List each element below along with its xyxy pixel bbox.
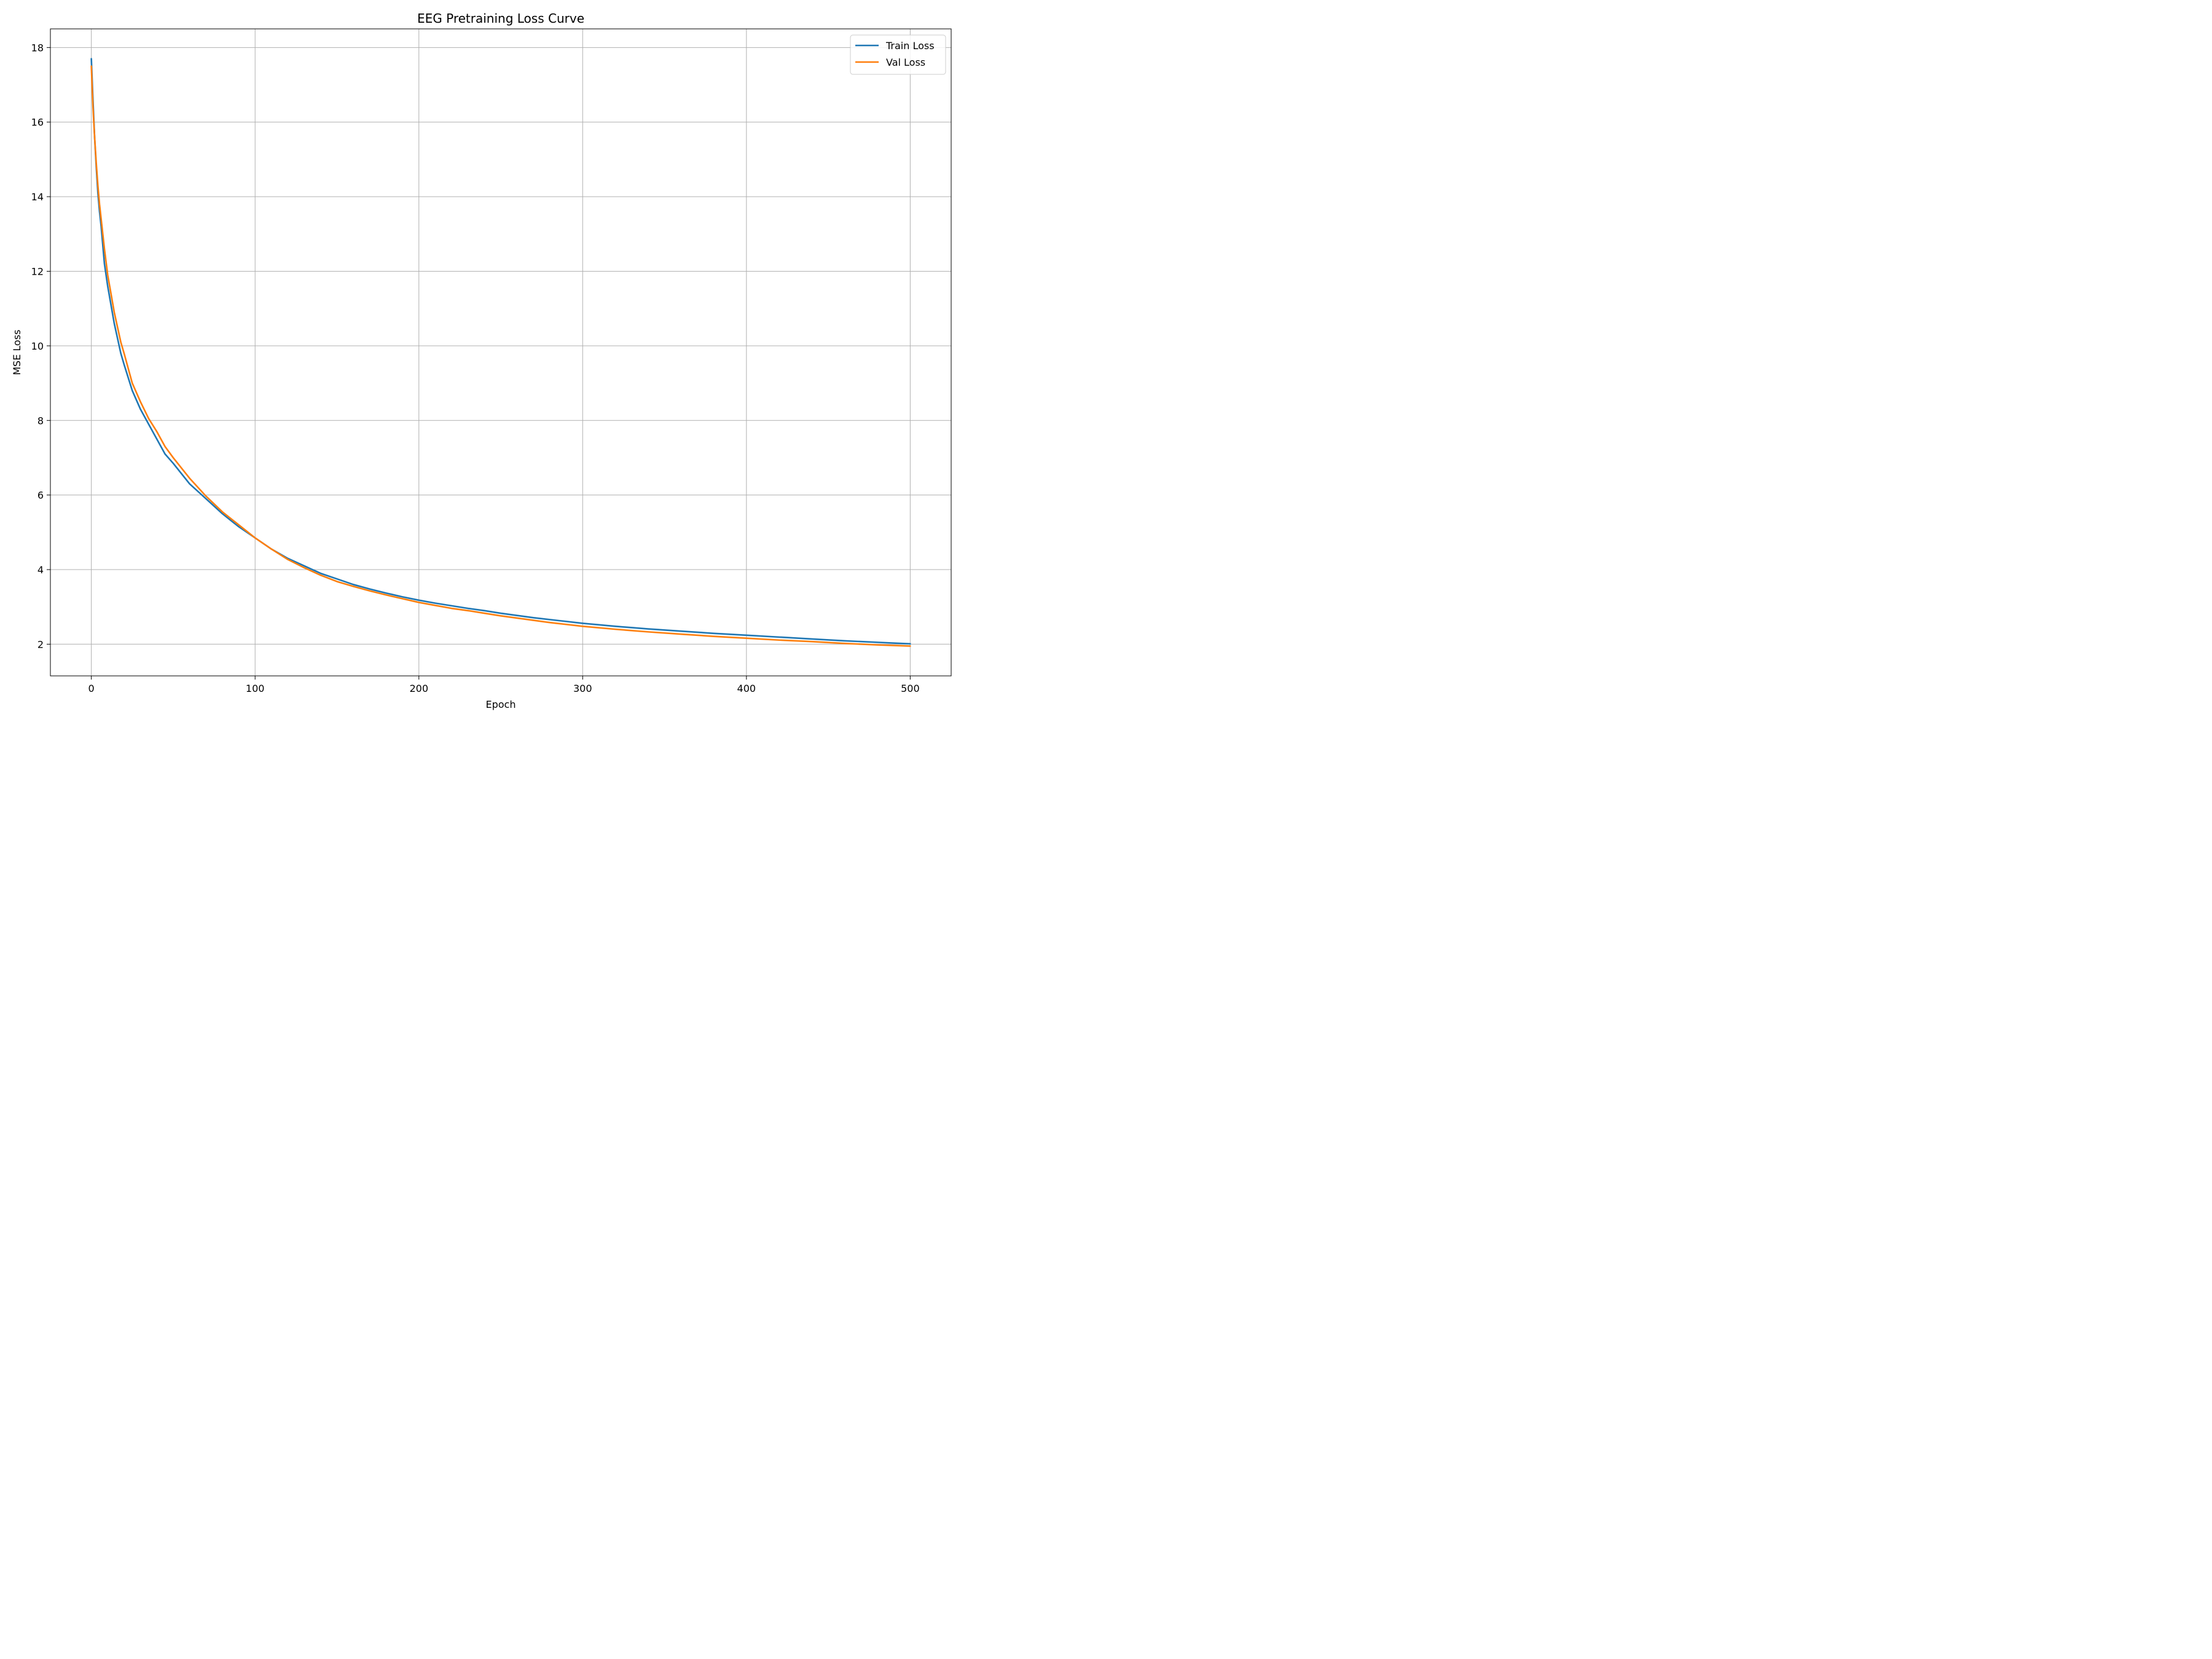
series-line-val-loss xyxy=(90,65,911,647)
loss-chart: 0 100 200 300 400 500 2 4 6 8 10 12 14 16 18 EEG Pret… xyxy=(0,0,963,722)
x-tick-label: 100 xyxy=(246,683,265,694)
y-tick-label: 12 xyxy=(31,265,44,277)
y-axis-ticks: 2 4 6 8 10 12 14 16 18 xyxy=(31,42,50,650)
y-tick-label: 16 xyxy=(31,117,44,128)
y-tick-label: 4 xyxy=(37,564,44,576)
y-tick-label: 2 xyxy=(37,638,44,650)
grid xyxy=(50,29,951,676)
x-tick-label: 0 xyxy=(88,683,95,694)
plot-frame xyxy=(50,28,952,677)
y-tick-label: 14 xyxy=(31,191,44,203)
x-tick-label: 400 xyxy=(737,683,756,694)
y-tick-label: 10 xyxy=(31,340,44,352)
y-tick-label: 18 xyxy=(31,42,44,53)
legend: Train Loss Val Loss xyxy=(850,34,946,75)
x-axis-label: Epoch xyxy=(486,699,516,710)
y-tick-label: 8 xyxy=(37,415,44,426)
chart-title: EEG Pretraining Loss Curve xyxy=(417,11,584,26)
chart-background xyxy=(0,0,963,722)
y-tick-label: 6 xyxy=(37,490,44,501)
x-tick-label: 500 xyxy=(901,683,920,694)
series-line-train-loss xyxy=(90,58,911,645)
legend-label: Val Loss xyxy=(886,57,925,68)
x-axis-ticks: 0 100 200 300 400 500 xyxy=(88,676,920,694)
x-tick-label: 300 xyxy=(573,683,592,694)
x-tick-label: 200 xyxy=(409,683,428,694)
legend-label: Train Loss xyxy=(885,40,935,52)
y-axis-label: MSE Loss xyxy=(11,329,23,375)
series-group xyxy=(90,58,911,647)
